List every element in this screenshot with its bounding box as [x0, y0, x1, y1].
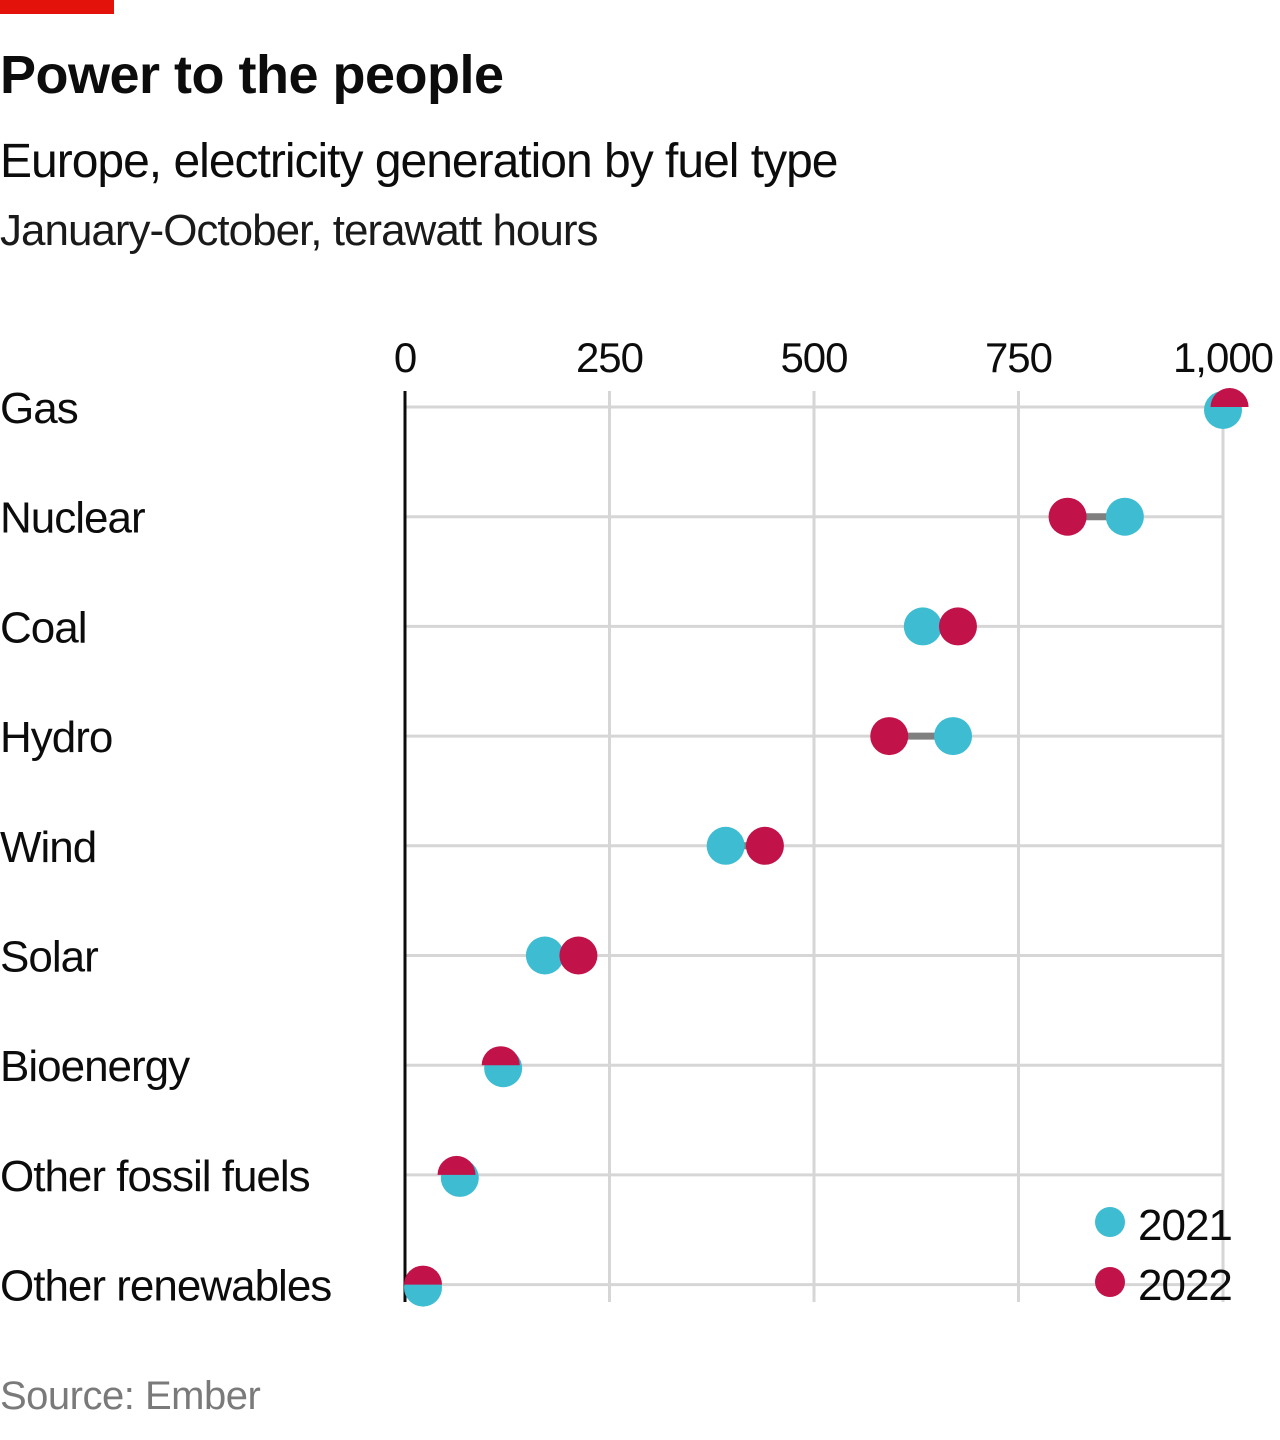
- point-2021: [934, 717, 973, 756]
- point-2021: [706, 826, 745, 865]
- legend-label: 2022: [1138, 1261, 1232, 1310]
- category-label: Other renewables: [0, 1262, 331, 1311]
- category-label: Solar: [0, 933, 98, 982]
- point-2022: [481, 1046, 520, 1066]
- point-2022: [938, 607, 977, 646]
- x-tick-label: 1,000: [1173, 334, 1273, 381]
- category-label: Wind: [0, 823, 96, 872]
- legend: 2021 2022: [1095, 1201, 1233, 1310]
- point-2022: [559, 936, 598, 975]
- data-marks: [403, 388, 1249, 1307]
- point-2022: [1210, 388, 1249, 407]
- point-2022: [403, 1265, 442, 1285]
- category-label: Gas: [0, 384, 78, 433]
- gridlines: [403, 391, 1225, 1302]
- point-2021: [903, 607, 942, 646]
- category-label: Coal: [0, 603, 87, 652]
- point-2022: [437, 1155, 476, 1175]
- legend-swatch: [1095, 1207, 1125, 1237]
- x-tick-labels: 0 250 500 750 1,000: [394, 334, 1274, 381]
- category-label: Nuclear: [0, 494, 145, 543]
- chart-subtitle: Europe, electricity generation by fuel t…: [0, 135, 838, 188]
- x-tick-label: 750: [985, 334, 1052, 381]
- point-2022: [745, 826, 784, 865]
- source-note: Source: Ember: [0, 1374, 261, 1418]
- category-label: Bioenergy: [0, 1042, 190, 1091]
- brand-bar: [0, 0, 114, 14]
- category-label: Hydro: [0, 713, 112, 762]
- chart-unit-line: January-October, terawatt hours: [0, 206, 599, 255]
- x-tick-label: 500: [780, 334, 847, 381]
- legend-swatch: [1095, 1267, 1125, 1297]
- point-2022: [870, 717, 909, 756]
- point-2021: [1105, 497, 1144, 536]
- category-labels: Gas Nuclear Coal Hydro Wind Solar Bioenergy Oth…: [0, 384, 332, 1311]
- dumbbell-chart: 0 250 500 750 1,000 Gas Nuclear Coal Hydro Wind S…: [0, 334, 1274, 1311]
- x-tick-label: 0: [394, 334, 416, 381]
- legend-label: 2021: [1138, 1201, 1232, 1250]
- category-label: Other fossil fuels: [0, 1152, 310, 1201]
- chart-title: Power to the people: [0, 45, 504, 105]
- x-tick-label: 250: [576, 334, 643, 381]
- point-2022: [1048, 497, 1087, 536]
- point-2021: [525, 936, 564, 975]
